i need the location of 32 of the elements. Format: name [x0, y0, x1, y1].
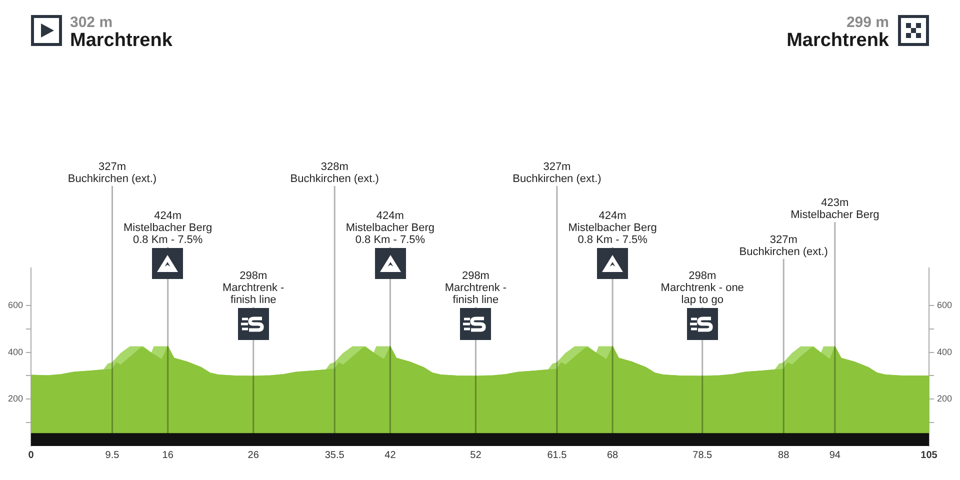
x-tick-label: 16	[162, 450, 174, 461]
y2-tick-label: 400	[937, 346, 952, 357]
ref-line-label: 298m Marchtrenk - one lap to go	[660, 270, 744, 306]
y2-tick-label: 600	[937, 300, 952, 310]
text: 302 m Marchtrenk	[70, 14, 173, 51]
y-tick-label: 600	[8, 300, 23, 310]
x-tick-label: 78.5	[692, 450, 713, 461]
text: 299 m Marchtrenk	[786, 14, 890, 51]
x-tick-label: 105	[920, 450, 938, 461]
x-tick-label: 42	[384, 450, 396, 461]
x-tick-label: 68	[607, 450, 619, 461]
ref-line-label: 327m Buchkirchen (ext.)	[739, 234, 828, 258]
ref-line-label: 298m Marchtrenk - finish line	[444, 270, 507, 306]
ref-line-label: 424m Mistelbacher Berg 0.8 Km - 7.5%	[346, 210, 435, 246]
y2-tick-label: 200	[937, 394, 952, 404]
ref-line-label: 327m Buchkirchen (ext.)	[68, 161, 157, 186]
x-tick-label: 88	[778, 450, 790, 461]
y-tick-label: 200	[8, 394, 23, 404]
x-tick-label: 61.5	[547, 450, 568, 461]
ref-line-label: 328m Buchkirchen (ext.)	[290, 161, 379, 186]
x-tick-label: 35.5	[324, 450, 345, 461]
x-tick-label: 52	[470, 450, 482, 461]
x-tick-label: 0	[28, 450, 34, 461]
ref-line-label: 423m Mistelbacher Berg	[790, 197, 880, 222]
ref-line-label: 424m Mistelbacher Berg 0.8 Km - 7.5%	[568, 210, 657, 246]
y-tick-label: 400	[8, 346, 23, 357]
x-tick-label: 94	[829, 450, 841, 461]
ref-line-label: 424m Mistelbacher Berg 0.8 Km - 7.5%	[124, 210, 212, 246]
x-tick-label: 9.5	[105, 450, 120, 461]
x-tick-label: 26	[248, 450, 260, 461]
ref-line-label: 298m Marchtrenk - finish line	[222, 270, 285, 306]
ref-line-label: 327m Buchkirchen (ext.)	[512, 161, 602, 186]
